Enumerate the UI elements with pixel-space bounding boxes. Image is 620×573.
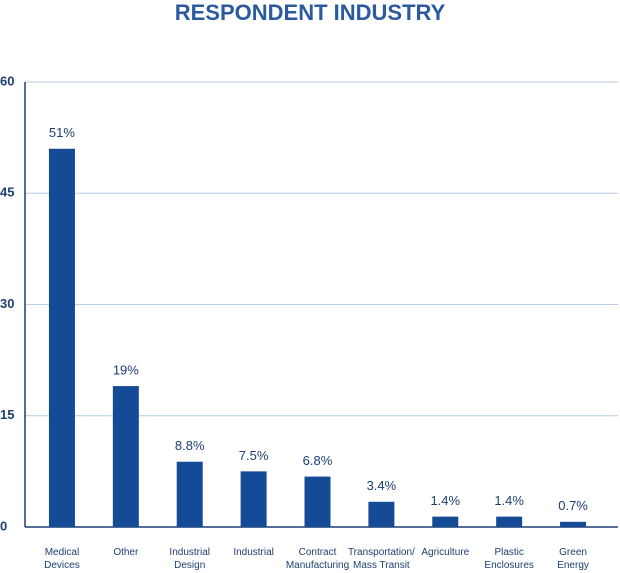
data-label: 3.4% [367,478,397,493]
y-tick-label: 15 [0,407,14,422]
chart-title: RESPONDENT INDUSTRY [175,0,446,25]
x-tick-label: Plastic Enclosures [484,547,533,571]
bar [496,516,523,527]
data-label: 1.4% [494,493,524,508]
bar [240,471,267,527]
bar [176,461,203,527]
y-tick-label: 0 [0,518,7,533]
data-label: 19% [113,363,139,378]
data-label: 51% [49,125,75,140]
data-label: 8.8% [175,438,205,453]
x-tick-label: Industrial [233,547,274,558]
x-tick-label: Agriculture [421,547,469,558]
data-label: 0.7% [558,498,588,513]
bar [304,476,331,527]
x-tick-label: Industrial Design [169,547,210,571]
bar [560,521,587,527]
x-tick-label: Medical Devices [44,547,80,571]
bar [112,386,139,527]
bar [48,148,75,527]
y-tick-label: 30 [0,296,14,311]
data-label: 6.8% [303,453,333,468]
x-tick-label: Other [113,547,139,558]
x-tick-label: Green Energy [557,547,589,571]
y-tick-label: 45 [0,185,14,200]
y-tick-label: 60 [0,73,14,88]
bar [432,516,459,527]
bar [368,501,395,527]
data-label: 1.4% [430,493,460,508]
x-tick-label: Transportation/Mass Transit [348,547,415,571]
x-tick-label: Contract Manufacturing [286,547,349,571]
data-label: 7.5% [239,448,269,463]
